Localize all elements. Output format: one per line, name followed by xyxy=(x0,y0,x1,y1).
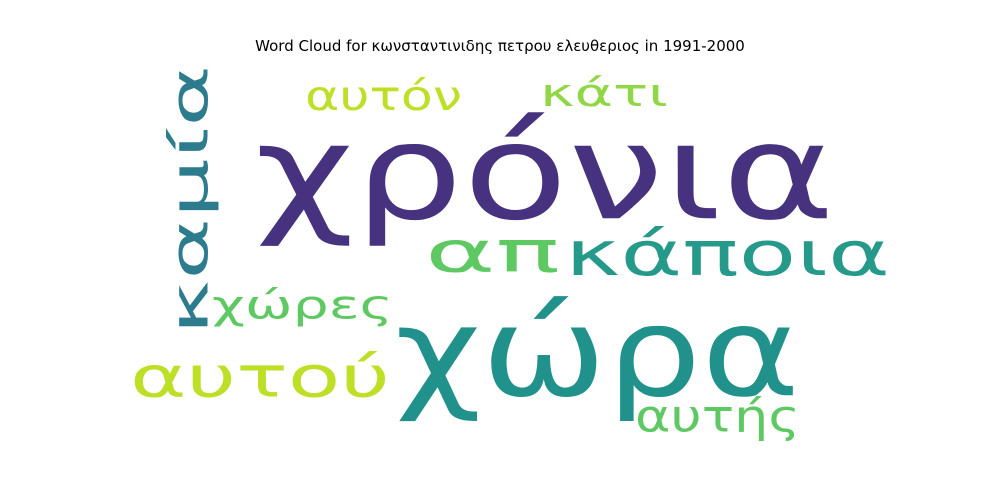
word-8: χώρες xyxy=(212,282,393,328)
word-2: καμία xyxy=(160,65,220,335)
word-5: αυτού xyxy=(130,344,390,411)
word-0: χρόνια xyxy=(255,96,835,250)
word-9: αυτής xyxy=(635,390,800,442)
word-7: κάτι xyxy=(540,70,668,115)
word-1: χώρα xyxy=(395,282,800,426)
word-6: αυτόν xyxy=(305,73,462,121)
word-4: κάποια xyxy=(565,218,890,290)
word-3: απ xyxy=(425,219,560,286)
chart-title: Word Cloud for κωνσταντινιδης πετρου ελε… xyxy=(255,37,745,55)
